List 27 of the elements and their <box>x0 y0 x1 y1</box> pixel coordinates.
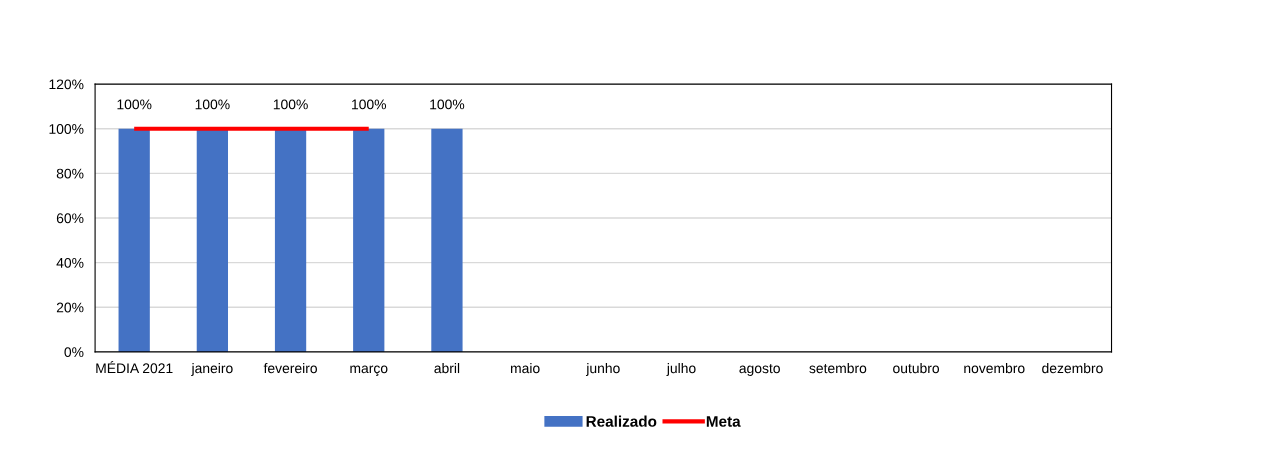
legend-label: Realizado <box>586 415 657 427</box>
x-tick-label: abril <box>434 363 460 374</box>
x-tick-label: agosto <box>739 364 780 376</box>
y-tick-label: 60% <box>56 213 84 224</box>
y-tick-label: 20% <box>56 302 84 313</box>
x-tick-label: fevereiro <box>263 363 317 374</box>
y-tick-label: 100% <box>49 124 84 134</box>
legend-label: Meta <box>706 416 741 427</box>
x-tick-label: setembro <box>809 363 867 374</box>
x-tick-label: julho <box>666 363 696 376</box>
data-label: 100% <box>195 99 230 110</box>
x-tick-label: janeiro <box>191 363 233 376</box>
data-label: 100% <box>352 99 387 110</box>
x-tick-label: maio <box>510 363 540 374</box>
data-label: 100% <box>117 99 152 110</box>
y-tick-label: 120% <box>49 79 84 90</box>
y-tick-label: 0% <box>64 347 84 358</box>
x-tick-label: março <box>350 365 388 376</box>
x-tick-label: outubro <box>893 363 940 374</box>
data-label: 100% <box>273 99 308 110</box>
x-tick-label: novembro <box>964 363 1025 374</box>
x-tick-label: junho <box>585 363 620 376</box>
x-tick-label: MÉDIA 2021 <box>96 361 173 374</box>
x-tick-label: dezembro <box>1042 363 1103 374</box>
y-tick-label: 80% <box>56 168 84 179</box>
y-tick-label: 40% <box>56 257 84 268</box>
data-label: 100% <box>430 99 465 110</box>
